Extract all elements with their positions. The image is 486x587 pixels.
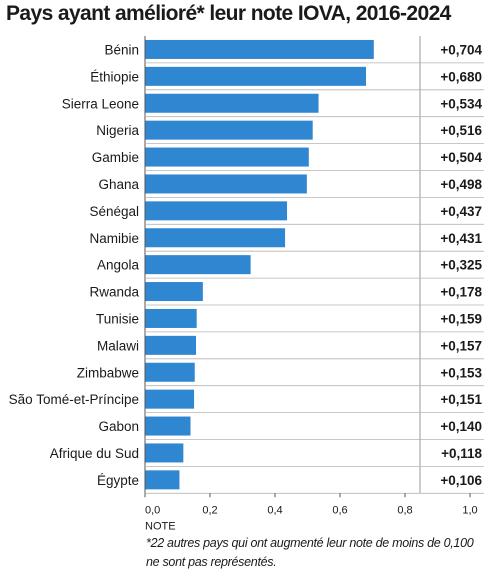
value-label: +0,325 [440, 258, 482, 273]
x-tick-label: 0,4 [267, 504, 282, 516]
value-label: +0,534 [440, 96, 482, 111]
value-label: +0,118 [441, 446, 482, 461]
category-label: Afrique du Sud [50, 446, 139, 461]
value-label: +0,178 [440, 285, 482, 300]
bar [145, 174, 307, 194]
bar [145, 93, 319, 113]
bar [145, 120, 313, 140]
category-label: Sierra Leone [62, 96, 139, 111]
bar [145, 308, 197, 328]
category-label: Gabon [98, 419, 139, 434]
x-tick-label: 0,6 [332, 504, 347, 516]
bar [145, 389, 195, 409]
bar [145, 147, 309, 167]
x-tick-label: 0,0 [145, 504, 160, 516]
value-label: +0,159 [440, 311, 482, 326]
bar [145, 39, 374, 59]
category-label: Bénin [104, 42, 139, 57]
category-label: Rwanda [89, 285, 139, 300]
x-tick-label: 1,0 [462, 504, 477, 516]
category-label: Ghana [98, 177, 139, 192]
bar-chart: Bénin +0,704 Éthiopie +0,680 Sierra Leone +0,… [9, 36, 484, 530]
value-label: +0,437 [440, 204, 482, 219]
value-label: +0,140 [440, 419, 482, 434]
category-label: Malawi [97, 338, 139, 353]
category-label: Gambie [92, 150, 139, 165]
bar [145, 470, 180, 490]
bar [145, 282, 203, 302]
value-label: +0,498 [440, 177, 482, 192]
category-label: Nigeria [96, 123, 139, 138]
chart-title: Pays ayant amélioré* leur note IOVA, 201… [6, 2, 451, 25]
value-label: +0,431 [440, 231, 482, 246]
category-label: Sénégal [89, 204, 139, 219]
bar [145, 201, 288, 221]
value-label: +0,106 [440, 473, 482, 488]
footnote: *22 autres pays qui ont augmenté leur no… [146, 536, 474, 569]
bar [145, 228, 286, 248]
bar [145, 66, 366, 86]
x-tick-label: 0,8 [397, 504, 412, 516]
category-label: Angola [97, 258, 140, 273]
category-label: Égypte [97, 473, 139, 488]
value-label: +0,504 [440, 150, 482, 165]
bar [145, 335, 197, 355]
x-axis-title: NOTE [145, 520, 176, 530]
category-label: Namibie [89, 231, 139, 246]
bar [145, 416, 191, 436]
category-label: Zimbabwe [77, 365, 139, 380]
category-label: São Tomé-et-Príncipe [9, 392, 139, 407]
value-label: +0,516 [440, 123, 482, 138]
value-label: +0,151 [440, 392, 482, 407]
value-label: +0,680 [440, 69, 482, 84]
bar [145, 443, 184, 463]
category-label: Tunisie [96, 311, 139, 326]
bar [145, 255, 251, 275]
x-tick-label: 0,2 [202, 504, 217, 516]
value-label: +0,153 [440, 365, 482, 380]
value-label: +0,704 [440, 42, 482, 57]
category-label: Éthiopie [90, 69, 139, 84]
value-label: +0,157 [440, 338, 482, 353]
bar [145, 362, 195, 382]
